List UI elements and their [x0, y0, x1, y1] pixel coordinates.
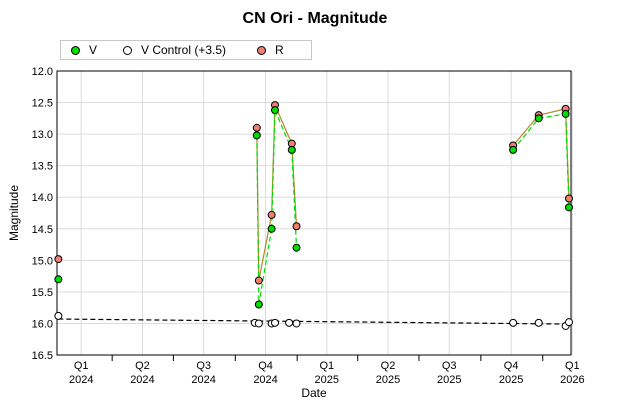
- x-tick-quarter: Q4: [504, 360, 519, 372]
- x-tick-year: 2024: [69, 374, 93, 386]
- v-point: [54, 275, 63, 284]
- chart-title: CN Ori - Magnitude: [242, 10, 388, 27]
- v-connector-line: [271, 110, 276, 229]
- r-point: [254, 276, 263, 285]
- v-connector-line: [258, 228, 273, 305]
- y-tick-label: 12.5: [32, 98, 53, 110]
- v-connector-line: [256, 135, 260, 305]
- y-axis-label: Magnitude: [7, 185, 21, 241]
- r-point: [564, 194, 573, 203]
- y-tick-label: 15.0: [32, 255, 53, 267]
- v-control-point: [534, 318, 543, 327]
- plot-area: [57, 71, 571, 355]
- v-control-point: [564, 318, 573, 327]
- v-control-point: [254, 319, 263, 328]
- x-tick-year: 2025: [376, 374, 400, 386]
- x-tick-year: 2025: [499, 374, 523, 386]
- x-tick-quarter: Q4: [258, 360, 273, 372]
- x-tick-quarter: Q2: [135, 360, 150, 372]
- y-tick-label: 15.5: [32, 287, 53, 299]
- v-point: [270, 106, 279, 115]
- v-point: [534, 114, 543, 123]
- legend-label-r: R: [275, 43, 284, 57]
- x-tick-year: 2026: [560, 374, 584, 386]
- x-tick-quarter: Q1: [319, 360, 334, 372]
- v-connector-line: [291, 149, 298, 248]
- legend-label-v: V: [89, 43, 98, 57]
- r-point: [252, 123, 261, 132]
- x-axis-label: Date: [301, 386, 327, 400]
- v-control-point: [270, 318, 279, 327]
- x-tick-year: 2025: [437, 374, 461, 386]
- y-tick-label: 13.0: [32, 129, 53, 141]
- y-tick-label: 14.5: [32, 224, 53, 236]
- r-connector-line: [512, 114, 540, 146]
- x-tick-year: 2024: [253, 374, 277, 386]
- x-tick-quarter: Q2: [381, 360, 396, 372]
- legend-marker-v-control: [123, 46, 132, 55]
- r-point: [292, 222, 301, 231]
- r-point: [54, 255, 63, 264]
- plot-border: [56, 70, 572, 356]
- v-control-point: [54, 311, 63, 320]
- x-tick-quarter: Q3: [196, 360, 211, 372]
- legend-marker-v: [71, 46, 80, 55]
- control-trend-line: [58, 318, 569, 325]
- y-tick-label: 12.0: [32, 66, 53, 78]
- r-connector-line: [291, 143, 298, 227]
- v-point: [509, 145, 518, 154]
- v-point: [561, 109, 570, 118]
- v-control-point: [509, 318, 518, 327]
- r-connector-line: [538, 108, 566, 116]
- v-point: [267, 224, 276, 233]
- x-tick-year: 2024: [130, 374, 154, 386]
- x-tick-quarter: Q3: [442, 360, 457, 372]
- v-point: [287, 145, 296, 154]
- r-point: [267, 210, 276, 219]
- v-point: [252, 131, 261, 140]
- legend: V V Control (+3.5) R: [60, 40, 312, 60]
- x-tick-year: 2025: [315, 374, 339, 386]
- v-control-point: [285, 318, 294, 327]
- legend-marker-r: [257, 46, 266, 55]
- x-tick-year: 2024: [191, 374, 215, 386]
- y-tick-label: 14.0: [32, 192, 53, 204]
- y-tick-label: 16.0: [32, 318, 53, 330]
- v-point: [254, 300, 263, 309]
- y-tick-label: 16.5: [32, 350, 53, 362]
- v-control-point: [292, 319, 301, 328]
- v-point: [292, 243, 301, 252]
- x-tick-quarter: Q1: [565, 360, 580, 372]
- y-tick-label: 13.5: [32, 161, 53, 173]
- v-point: [564, 203, 573, 212]
- legend-label-v-control: V Control (+3.5): [141, 43, 227, 57]
- x-tick-quarter: Q1: [74, 360, 89, 372]
- v-connector-line: [512, 117, 540, 151]
- v-connector-line: [538, 113, 566, 119]
